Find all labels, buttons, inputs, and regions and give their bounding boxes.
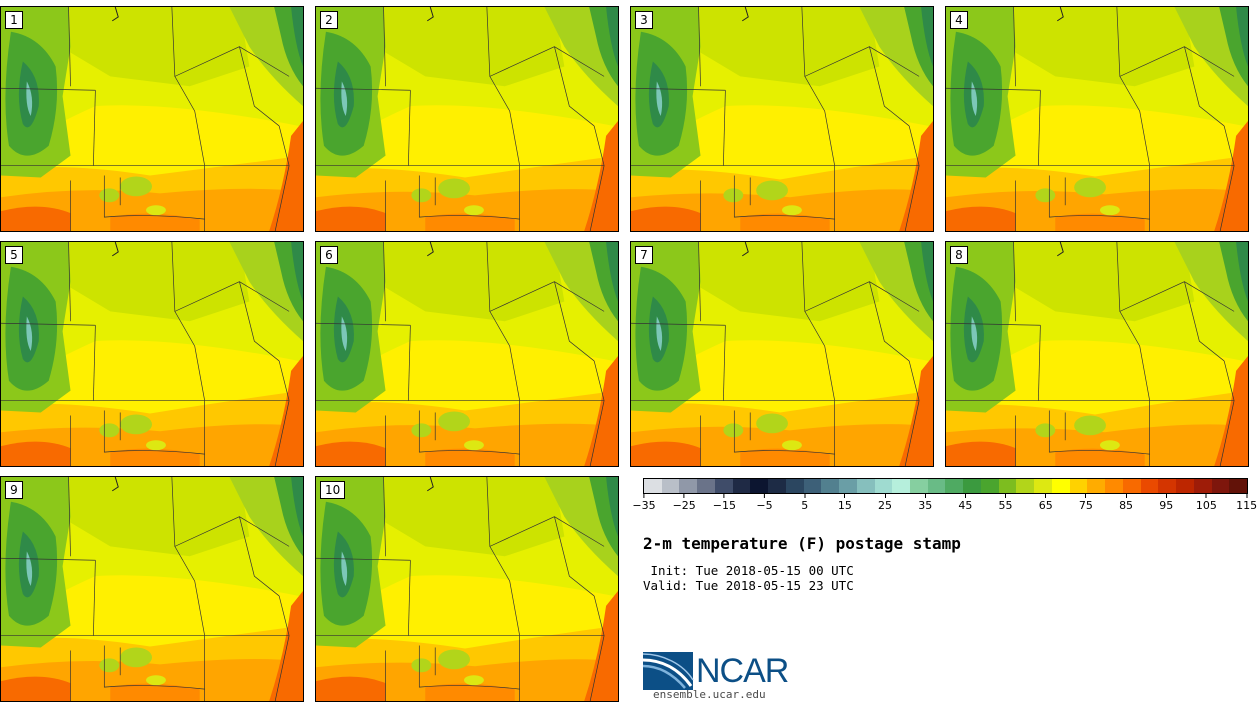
temperature-map: [316, 477, 618, 701]
temperature-map: [1, 242, 303, 466]
ncar-logo-icon: [643, 652, 694, 690]
colorbar-tick-label: 85: [1119, 494, 1133, 512]
temperature-map: [946, 7, 1248, 231]
member-label: 5: [5, 246, 23, 264]
colorbar-cell: [927, 479, 946, 493]
colorbar-cell: [750, 479, 769, 493]
colorbar-cell: [892, 479, 911, 493]
colorbar-tick-label: 115: [1236, 494, 1257, 512]
colorbar-cell: [644, 479, 662, 493]
colorbar-cell: [1211, 479, 1230, 493]
colorbar-tick-label: 15: [838, 494, 852, 512]
member-label: 4: [950, 11, 968, 29]
forecast-panel-1: 1: [0, 6, 304, 232]
temperature-map: [316, 7, 618, 231]
colorbar-cell: [839, 479, 857, 493]
forecast-panel-8: 8: [945, 241, 1249, 467]
colorbar-cell: [945, 479, 964, 493]
colorbar-cell: [1087, 479, 1106, 493]
colorbar-cell: [1069, 479, 1088, 493]
colorbar-cell: [980, 479, 999, 493]
site-url: ensemble.ucar.edu: [653, 688, 766, 701]
colorbar-tick-label: 55: [999, 494, 1013, 512]
colorbar-cell: [1229, 479, 1247, 493]
colorbar-tick-label: 75: [1079, 494, 1093, 512]
colorbar-cell: [963, 479, 981, 493]
valid-time: Valid: Tue 2018-05-15 23 UTC: [643, 578, 854, 593]
colorbar-tick-label: −15: [713, 494, 736, 512]
ncar-logo-text: NCAR: [696, 652, 789, 690]
forecast-panel-9: 9: [0, 476, 304, 702]
colorbar-cell: [803, 479, 822, 493]
colorbar-cell: [785, 479, 804, 493]
colorbar-ticks: −35 −25 −15 −5 5 15 25 35 45 55 65 75 85 95 105 115: [632, 494, 1257, 516]
member-label: 10: [320, 481, 346, 499]
temperature-map: [316, 242, 618, 466]
colorbar-tick-label: 25: [878, 494, 892, 512]
colorbar-cell: [714, 479, 733, 493]
temperature-colorbar: [643, 478, 1248, 494]
colorbar-tick-label: 5: [801, 494, 808, 512]
temperature-map: [631, 242, 933, 466]
colorbar-cell: [821, 479, 840, 493]
colorbar-cell: [1122, 479, 1141, 493]
colorbar-cell: [1016, 479, 1035, 493]
forecast-panel-2: 2: [315, 6, 619, 232]
member-label: 6: [320, 246, 338, 264]
colorbar-cell: [1140, 479, 1159, 493]
member-label: 8: [950, 246, 968, 264]
colorbar-cell: [697, 479, 715, 493]
init-time: Init: Tue 2018-05-15 00 UTC: [643, 563, 854, 578]
colorbar-tick-label: −25: [673, 494, 696, 512]
colorbar-tick-label: 35: [918, 494, 932, 512]
colorbar-cell: [679, 479, 698, 493]
colorbar-cell: [874, 479, 893, 493]
colorbar-cell: [910, 479, 928, 493]
colorbar-cell: [1105, 479, 1123, 493]
forecast-panel-10: 10: [315, 476, 619, 702]
member-label: 7: [635, 246, 653, 264]
member-label: 1: [5, 11, 23, 29]
colorbar-cell: [1193, 479, 1212, 493]
colorbar-cell: [732, 479, 751, 493]
colorbar-cell: [856, 479, 875, 493]
colorbar-tick-label: 45: [958, 494, 972, 512]
temperature-map: [946, 242, 1248, 466]
colorbar-tick-label: −35: [632, 494, 655, 512]
colorbar-cell: [1158, 479, 1177, 493]
member-label: 3: [635, 11, 653, 29]
temperature-map: [1, 7, 303, 231]
colorbar-cell: [1176, 479, 1194, 493]
colorbar-cell: [1051, 479, 1070, 493]
colorbar-tick-label: 65: [1039, 494, 1053, 512]
chart-title: 2-m temperature (F) postage stamp: [643, 534, 961, 553]
colorbar-cell: [998, 479, 1017, 493]
temperature-map: [631, 7, 933, 231]
member-label: 9: [5, 481, 23, 499]
colorbar-cell: [1034, 479, 1052, 493]
forecast-panel-4: 4: [945, 6, 1249, 232]
colorbar-cell: [661, 479, 680, 493]
forecast-panel-3: 3: [630, 6, 934, 232]
forecast-panel-6: 6: [315, 241, 619, 467]
colorbar-tick-label: 95: [1159, 494, 1173, 512]
colorbar-tick-label: 105: [1196, 494, 1217, 512]
temperature-map: [1, 477, 303, 701]
colorbar-cell: [768, 479, 786, 493]
member-label: 2: [320, 11, 338, 29]
forecast-panel-5: 5: [0, 241, 304, 467]
forecast-panel-7: 7: [630, 241, 934, 467]
colorbar-tick-label: −5: [756, 494, 772, 512]
